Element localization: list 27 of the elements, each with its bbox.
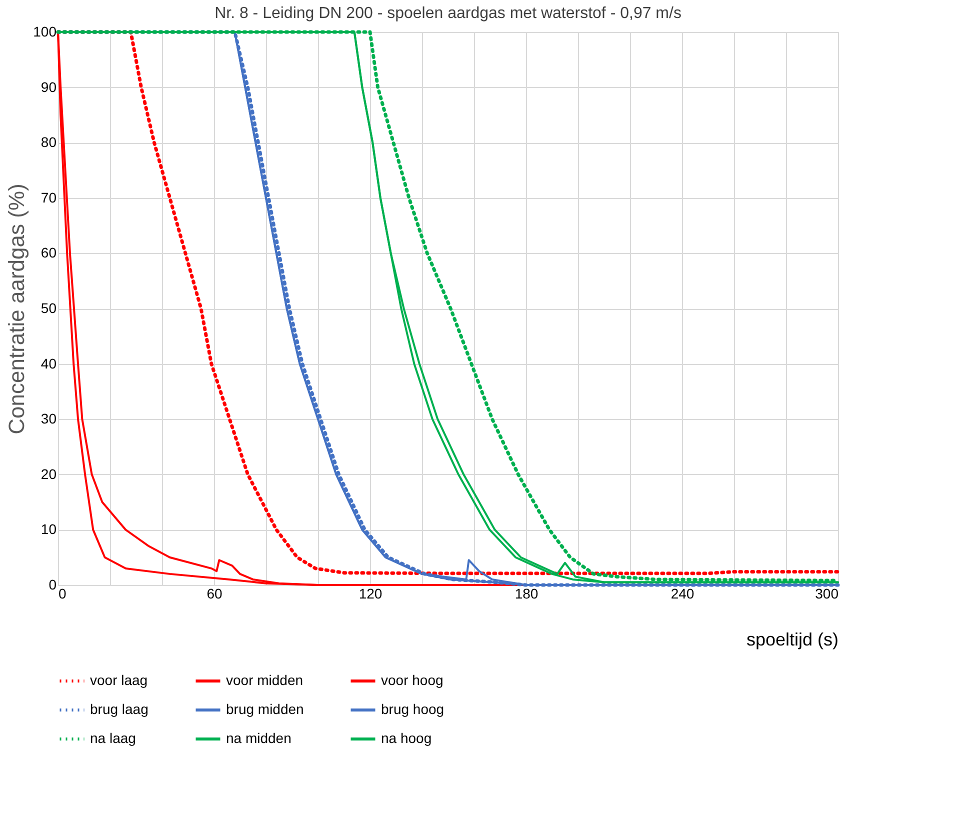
x-axis-title: spoeltijd (s)	[746, 630, 838, 650]
x-tick-label: 120	[358, 586, 382, 602]
y-tick-label: 20	[40, 466, 57, 482]
legend-label: brug laag	[90, 701, 148, 717]
chart-title: Nr. 8 - Leiding DN 200 - spoelen aardgas met waterstof - 0,97 m/s	[214, 5, 682, 22]
y-tick-label: 60	[40, 244, 57, 261]
x-tick-label: 60	[206, 586, 222, 602]
y-tick-label: 100	[33, 24, 57, 40]
legend-label: na midden	[226, 730, 292, 746]
y-tick-label: 70	[40, 189, 57, 206]
y-tick-label: 40	[40, 355, 57, 372]
y-tick-label: 90	[40, 78, 57, 95]
legend-label: voor hoog	[381, 672, 444, 688]
legend-label: voor laag	[90, 672, 148, 688]
y-tick-label: 50	[40, 300, 57, 316]
x-tick-label: 240	[670, 586, 694, 602]
legend-label: voor midden	[226, 672, 304, 688]
legend-label: brug hoog	[381, 701, 444, 717]
y-axis-title: Concentratie aardgas (%)	[4, 184, 30, 434]
legend-label: na hoog	[381, 730, 432, 746]
legend-label: brug midden	[226, 701, 304, 717]
y-tick-label: 80	[40, 134, 57, 150]
y-tick-label: 30	[40, 410, 57, 427]
x-tick-label: 300	[815, 586, 839, 602]
y-tick-label: 10	[40, 521, 57, 538]
x-tick-label: 180	[514, 586, 538, 602]
legend-label: na laag	[90, 730, 136, 746]
